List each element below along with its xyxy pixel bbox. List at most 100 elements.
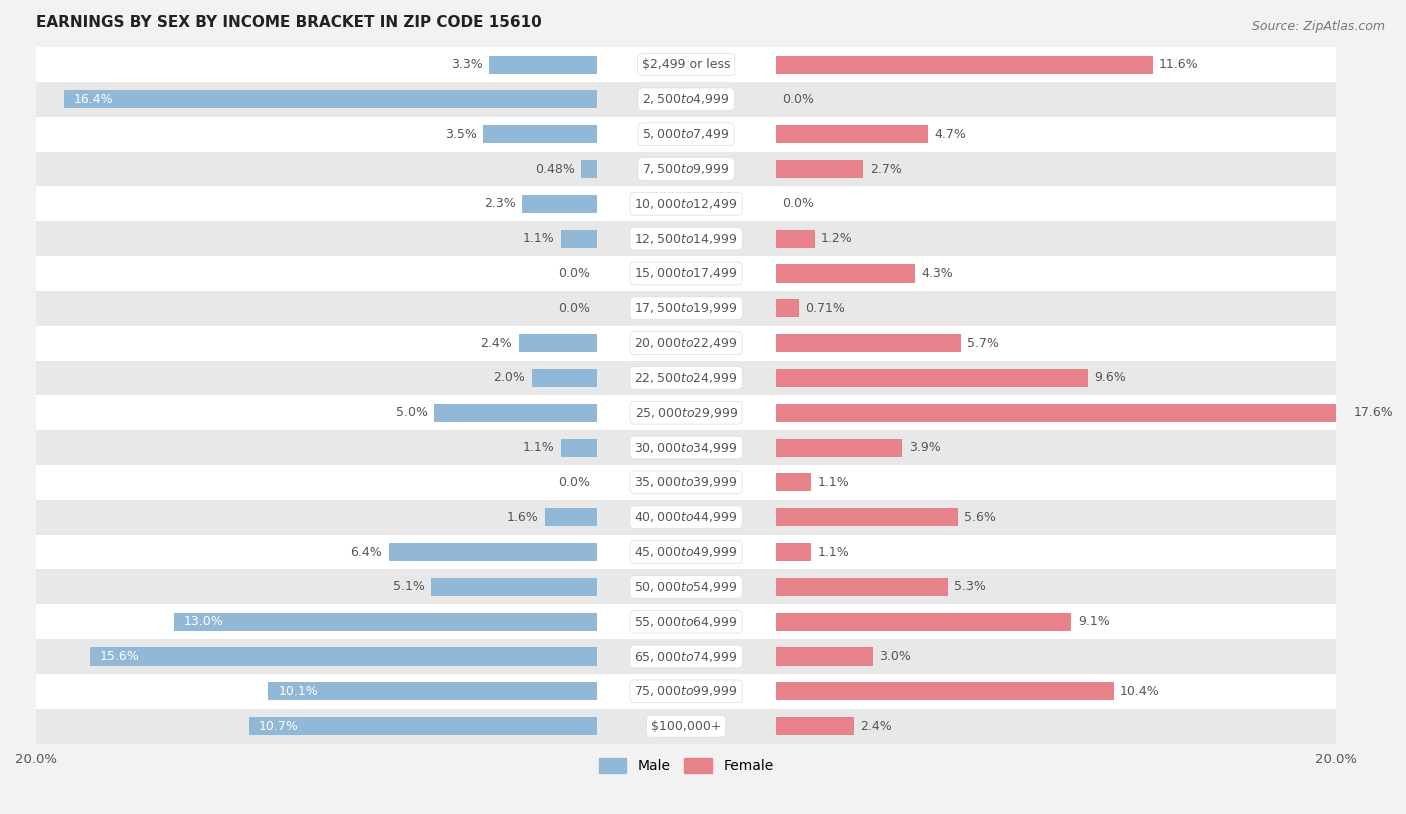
Bar — [776, 300, 799, 317]
Text: $25,000 to $29,999: $25,000 to $29,999 — [634, 405, 738, 420]
Bar — [519, 334, 596, 352]
Text: $2,499 or less: $2,499 or less — [643, 58, 730, 71]
Bar — [561, 230, 596, 247]
Bar — [37, 674, 1336, 709]
Bar — [531, 369, 596, 387]
Bar — [37, 465, 1336, 500]
Bar — [37, 186, 1336, 221]
Text: 3.0%: 3.0% — [880, 650, 911, 663]
Text: $55,000 to $64,999: $55,000 to $64,999 — [634, 615, 738, 628]
Text: $12,500 to $14,999: $12,500 to $14,999 — [634, 232, 738, 246]
Text: $65,000 to $74,999: $65,000 to $74,999 — [634, 650, 738, 663]
Bar — [37, 604, 1336, 639]
Bar — [776, 125, 928, 143]
Text: $20,000 to $22,499: $20,000 to $22,499 — [634, 336, 738, 350]
Bar — [776, 334, 960, 352]
Bar — [37, 151, 1336, 186]
Text: 2.7%: 2.7% — [870, 163, 901, 176]
Bar — [269, 682, 596, 700]
Bar — [776, 369, 1088, 387]
Bar — [776, 613, 1071, 631]
Text: 0.0%: 0.0% — [782, 93, 814, 106]
Bar — [776, 508, 957, 527]
Text: 5.7%: 5.7% — [967, 337, 1000, 350]
Text: EARNINGS BY SEX BY INCOME BRACKET IN ZIP CODE 15610: EARNINGS BY SEX BY INCOME BRACKET IN ZIP… — [37, 15, 541, 30]
Text: 10.7%: 10.7% — [259, 720, 298, 733]
Text: $50,000 to $54,999: $50,000 to $54,999 — [634, 580, 738, 594]
Bar — [522, 195, 596, 213]
Bar — [776, 55, 1153, 73]
Bar — [37, 116, 1336, 151]
Bar — [561, 439, 596, 457]
Bar — [37, 82, 1336, 116]
Bar — [37, 361, 1336, 396]
Bar — [776, 265, 915, 282]
Text: 3.9%: 3.9% — [908, 441, 941, 454]
Bar — [776, 682, 1114, 700]
Text: Source: ZipAtlas.com: Source: ZipAtlas.com — [1251, 20, 1385, 33]
Text: $35,000 to $39,999: $35,000 to $39,999 — [634, 475, 738, 489]
Bar — [37, 256, 1336, 291]
Text: 6.4%: 6.4% — [350, 545, 382, 558]
Text: 1.1%: 1.1% — [818, 545, 849, 558]
Bar — [37, 709, 1336, 743]
Text: 2.3%: 2.3% — [484, 197, 516, 210]
Text: $5,000 to $7,499: $5,000 to $7,499 — [643, 127, 730, 141]
Text: 1.1%: 1.1% — [818, 476, 849, 489]
Text: $15,000 to $17,499: $15,000 to $17,499 — [634, 266, 738, 281]
Text: 13.0%: 13.0% — [184, 615, 224, 628]
Text: $45,000 to $49,999: $45,000 to $49,999 — [634, 545, 738, 559]
Text: 4.7%: 4.7% — [935, 128, 967, 141]
Bar — [776, 404, 1347, 422]
Bar — [37, 396, 1336, 430]
Text: 2.4%: 2.4% — [481, 337, 512, 350]
Text: 10.1%: 10.1% — [278, 685, 318, 698]
Text: 2.4%: 2.4% — [860, 720, 891, 733]
Bar — [432, 578, 596, 596]
Bar — [776, 717, 853, 735]
Bar — [37, 47, 1336, 82]
Text: 10.4%: 10.4% — [1121, 685, 1160, 698]
Text: 9.6%: 9.6% — [1094, 371, 1126, 384]
Text: 3.3%: 3.3% — [451, 58, 484, 71]
Text: 4.3%: 4.3% — [922, 267, 953, 280]
Text: 1.1%: 1.1% — [523, 441, 554, 454]
Text: $75,000 to $99,999: $75,000 to $99,999 — [634, 685, 738, 698]
Text: 15.6%: 15.6% — [100, 650, 139, 663]
Bar — [174, 613, 596, 631]
Text: 5.6%: 5.6% — [965, 510, 995, 523]
Bar — [37, 570, 1336, 604]
Text: 16.4%: 16.4% — [73, 93, 112, 106]
Bar — [37, 500, 1336, 535]
Text: 5.0%: 5.0% — [395, 406, 427, 419]
Text: 5.3%: 5.3% — [955, 580, 986, 593]
Text: 0.0%: 0.0% — [558, 302, 591, 315]
Text: 2.0%: 2.0% — [494, 371, 526, 384]
Bar — [434, 404, 596, 422]
Bar — [249, 717, 596, 735]
Bar — [37, 221, 1336, 256]
Bar — [776, 474, 811, 492]
Text: 0.48%: 0.48% — [534, 163, 575, 176]
Bar — [37, 291, 1336, 326]
Text: 0.0%: 0.0% — [558, 267, 591, 280]
Text: 0.71%: 0.71% — [806, 302, 845, 315]
Bar — [388, 543, 596, 561]
Text: $2,500 to $4,999: $2,500 to $4,999 — [643, 92, 730, 107]
Bar — [37, 430, 1336, 465]
Bar — [37, 639, 1336, 674]
Text: $30,000 to $34,999: $30,000 to $34,999 — [634, 440, 738, 454]
Bar — [776, 578, 948, 596]
Bar — [484, 125, 596, 143]
Bar — [776, 647, 873, 666]
Legend: Male, Female: Male, Female — [593, 753, 779, 779]
Bar — [37, 326, 1336, 361]
Bar — [37, 535, 1336, 570]
Text: 1.6%: 1.6% — [506, 510, 538, 523]
Text: 5.1%: 5.1% — [392, 580, 425, 593]
Text: 1.1%: 1.1% — [523, 232, 554, 245]
Bar — [63, 90, 596, 108]
Bar — [776, 160, 863, 178]
Text: 0.0%: 0.0% — [782, 197, 814, 210]
Text: $7,500 to $9,999: $7,500 to $9,999 — [643, 162, 730, 176]
